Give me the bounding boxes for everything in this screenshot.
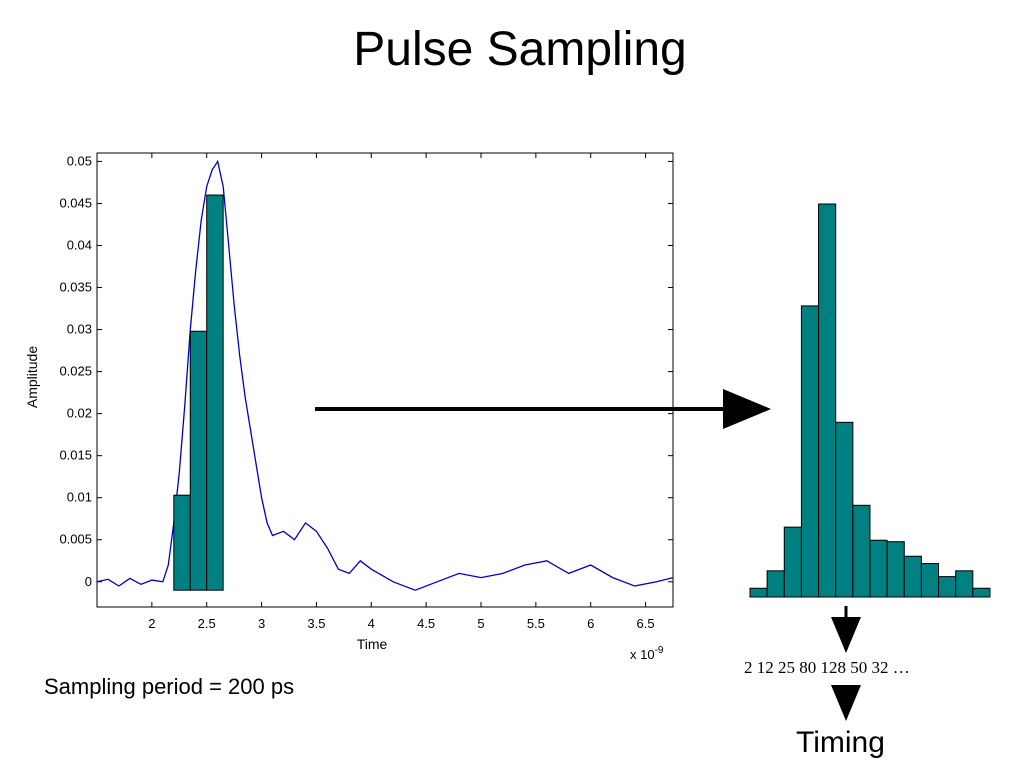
y-tick-label: 0.01 (67, 490, 92, 505)
pulse-chart: 0 0.005 0.01 0.015 0.02 0.025 0.03 0.035 0.04 0.0… (24, 152, 674, 662)
histogram-bar (783, 526, 802, 598)
y-tick-label: 0.005 (59, 532, 92, 547)
histogram-bar (835, 421, 854, 598)
timing-label: Timing (796, 726, 885, 759)
y-tick-label: 0.03 (67, 322, 92, 337)
x-multiplier-label: x 10-9 (630, 645, 664, 662)
y-tick-label: 0.05 (67, 153, 92, 168)
histogram-bar (938, 576, 957, 598)
histogram-bar (869, 539, 888, 598)
sampling-period-note: Sampling period = 200 ps (44, 674, 295, 699)
y-tick-label: 0.015 (59, 448, 92, 463)
x-tick-label: 2.5 (198, 616, 216, 631)
y-tick-label: 0.02 (67, 406, 92, 421)
x-axis-label: Time (357, 636, 388, 652)
x-tick-label: 5 (477, 616, 484, 631)
histogram-bar (955, 570, 974, 598)
sample-bar (189, 330, 208, 591)
y-tick-label: 0.04 (67, 237, 92, 252)
histogram-bar (800, 305, 820, 598)
sample-code-sequence: 2 12 25 80 128 50 32 … (744, 658, 910, 677)
x-tick-label: 6.5 (637, 616, 655, 631)
x-tick-label: 4.5 (417, 616, 435, 631)
sample-bar (173, 494, 191, 591)
histogram-bar (766, 570, 785, 598)
y-tick-label: 0 (85, 574, 92, 589)
histogram-bar (920, 563, 940, 598)
sample-bar (206, 194, 224, 591)
histogram-chart (749, 203, 991, 598)
y-tick-label: 0.035 (59, 280, 92, 295)
x-tick-label: 3 (258, 616, 265, 631)
x-tick-label: 3.5 (307, 616, 325, 631)
histogram-bar (903, 555, 922, 598)
x-tick-label: 6 (587, 616, 594, 631)
histogram-bar (852, 504, 871, 598)
histogram-bar (886, 541, 905, 598)
x-multiplier-base: x 10 (630, 647, 655, 662)
x-tick-label: 2 (148, 616, 155, 631)
histogram-bar (972, 587, 991, 598)
y-tick-label: 0.045 (59, 195, 92, 210)
x-multiplier-exponent: -9 (655, 645, 664, 656)
histogram-bar (749, 587, 768, 598)
y-axis-label: Amplitude (24, 346, 40, 408)
histogram-bar (818, 203, 837, 598)
x-tick-label: 5.5 (527, 616, 545, 631)
y-tick-label: 0.025 (59, 364, 92, 379)
slide-title: Pulse Sampling (353, 23, 687, 76)
x-tick-label: 4 (368, 616, 375, 631)
